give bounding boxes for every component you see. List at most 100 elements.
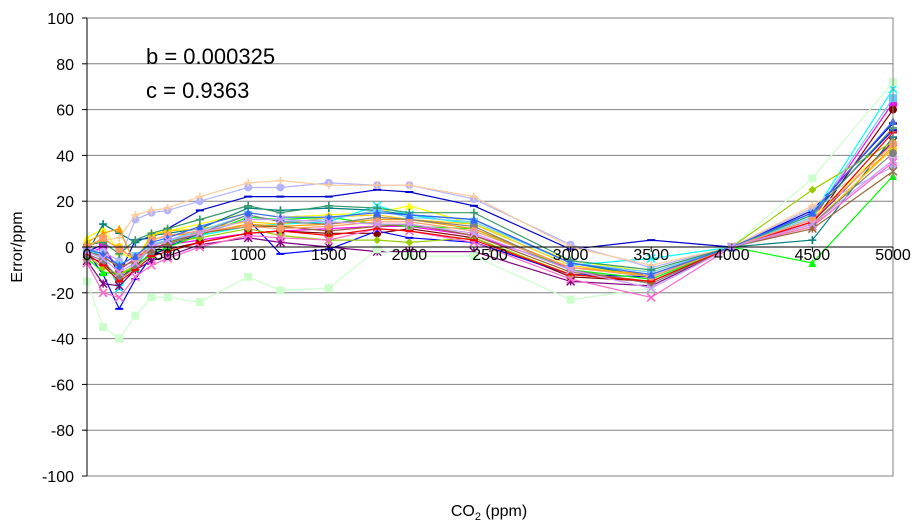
series-20-point-1	[99, 264, 108, 267]
x-axis-title-subscript: 2	[475, 511, 481, 523]
x-tick-label-0: 0	[83, 247, 92, 264]
series-11-point-13	[566, 295, 575, 304]
x-tick-label-6: 3000	[553, 247, 589, 264]
series-6-point-1	[99, 220, 108, 229]
series-17-point-3	[131, 236, 140, 245]
y-tick-label-0: -100	[42, 469, 74, 486]
series-0-point-9	[324, 195, 333, 198]
series-7-point-11	[405, 236, 414, 239]
series-11-point-5	[163, 293, 172, 302]
series-9-point-7	[244, 178, 253, 187]
series-11-point-6	[195, 297, 204, 306]
series-23-point-7	[243, 214, 253, 225]
series-22-point-2	[115, 261, 124, 270]
series-23-point-11	[404, 219, 414, 229]
series-23-point-10	[372, 219, 382, 229]
series-0-point-14	[647, 239, 656, 242]
series-layer	[82, 78, 898, 343]
series-9-point-3	[131, 210, 140, 219]
series-20-point-4	[147, 255, 156, 258]
series-20-point-9	[324, 234, 333, 237]
series-11-line	[86, 81, 894, 340]
series-21-point-7	[244, 222, 253, 231]
series-9-point-2	[115, 233, 124, 242]
series-23-point-5	[163, 235, 173, 245]
series-11-point-7	[244, 272, 253, 281]
series-11-point-12	[469, 252, 478, 261]
series-23	[82, 155, 898, 293]
series-20-point-12	[469, 239, 478, 242]
series-9-line	[86, 150, 894, 266]
series-20-point-3	[131, 268, 140, 271]
series-9-point-4	[147, 206, 156, 215]
series-23-point-6	[195, 228, 205, 238]
series-7	[83, 129, 897, 311]
x-tick-label-4: 2000	[392, 247, 428, 264]
series-23-point-16	[807, 219, 817, 229]
x-tick-label-8: 4000	[714, 247, 750, 264]
y-tick-label-3: -40	[51, 332, 74, 349]
series-21-point-1	[99, 233, 108, 242]
series-7-point-8	[276, 252, 285, 255]
series-9-point-8	[276, 176, 285, 185]
y-tick-label-7: 40	[56, 148, 74, 165]
series-11-point-4	[147, 293, 156, 302]
series-9-point-6	[195, 192, 204, 201]
series-0-point-7	[244, 195, 253, 198]
y-tick-label-9: 80	[56, 57, 74, 74]
series-20-line	[86, 132, 894, 283]
series-23-line	[86, 159, 894, 289]
x-tick-label-9: 4500	[795, 247, 831, 264]
series-21-point-2	[115, 245, 124, 254]
series-17-point-12	[469, 208, 478, 217]
series-0-point-10	[373, 188, 382, 191]
series-22-point-3	[131, 252, 140, 261]
series-7-point-2	[115, 307, 124, 310]
series-23-point-14	[646, 283, 656, 293]
series-4-point-2	[114, 281, 124, 291]
series-20-point-2	[115, 280, 124, 283]
series-0-point-12	[469, 204, 478, 207]
series-22-point-16	[808, 208, 817, 217]
series-9-point-10	[373, 181, 382, 190]
series-2-point-1	[99, 224, 108, 233]
series-11-point-1	[99, 323, 108, 332]
series-22-point-10	[373, 208, 382, 217]
series-10-point-1	[99, 268, 108, 277]
series-9	[83, 146, 897, 270]
series-8-point-6	[195, 197, 204, 206]
x-axis-title-main: CO	[451, 503, 475, 520]
x-tick-label-5: 2500	[472, 247, 508, 264]
series-0-line	[86, 122, 894, 276]
series-6-point-16	[808, 236, 817, 245]
x-axis-title-unit: (ppm)	[481, 503, 527, 520]
x-tick-label-1: 500	[154, 247, 181, 264]
series-20-point-6	[195, 241, 204, 244]
series-20-point-10	[373, 227, 382, 230]
y-tick-label-5: 0	[65, 240, 74, 257]
x-tick-label-2: 1000	[230, 247, 266, 264]
series-13-point-2	[115, 224, 124, 233]
x-tick-label-3: 1500	[311, 247, 347, 264]
series-17-point-6	[195, 215, 204, 224]
series-12-point-11	[405, 238, 414, 247]
series-17-line	[86, 127, 894, 271]
series-22-point-14	[647, 270, 656, 279]
series-11-point-8	[276, 286, 285, 295]
series-17-point-5	[163, 224, 172, 233]
series-11	[83, 78, 897, 343]
series-23-point-3	[130, 258, 140, 268]
series-23-point-9	[324, 217, 334, 227]
series-15-point-9	[324, 235, 334, 245]
series-22-point-13	[566, 259, 575, 268]
series-15-point-1	[98, 288, 108, 298]
series-23-point-8	[275, 214, 286, 225]
series-12-point-16	[808, 185, 817, 194]
series-11-point-10	[373, 245, 382, 254]
series-7-point-3	[131, 278, 140, 281]
series-23-point-12	[469, 228, 479, 238]
series-15-point-4	[146, 260, 157, 270]
series-3-point-14	[646, 253, 656, 264]
